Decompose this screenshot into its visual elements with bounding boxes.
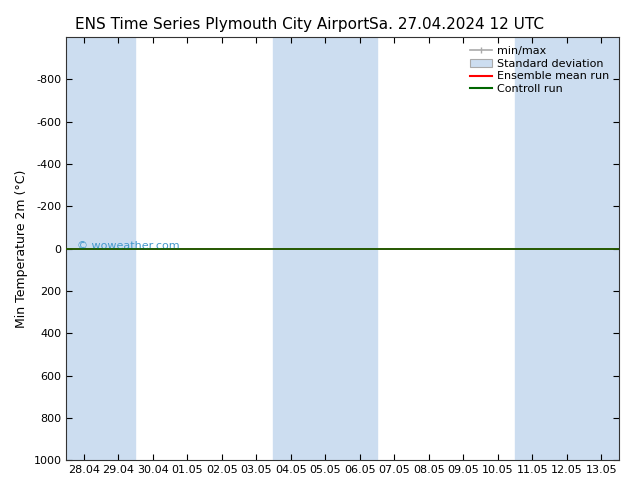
Legend: min/max, Standard deviation, Ensemble mean run, Controll run: min/max, Standard deviation, Ensemble me… [466, 43, 613, 98]
Text: ENS Time Series Plymouth City Airport: ENS Time Series Plymouth City Airport [75, 17, 369, 32]
Y-axis label: Min Temperature 2m (°C): Min Temperature 2m (°C) [15, 170, 28, 328]
Bar [273, 37, 377, 460]
Bar [67, 37, 136, 460]
Bar [515, 37, 619, 460]
Text: Sa. 27.04.2024 12 UTC: Sa. 27.04.2024 12 UTC [369, 17, 544, 32]
Text: © woweather.com: © woweather.com [77, 241, 180, 251]
